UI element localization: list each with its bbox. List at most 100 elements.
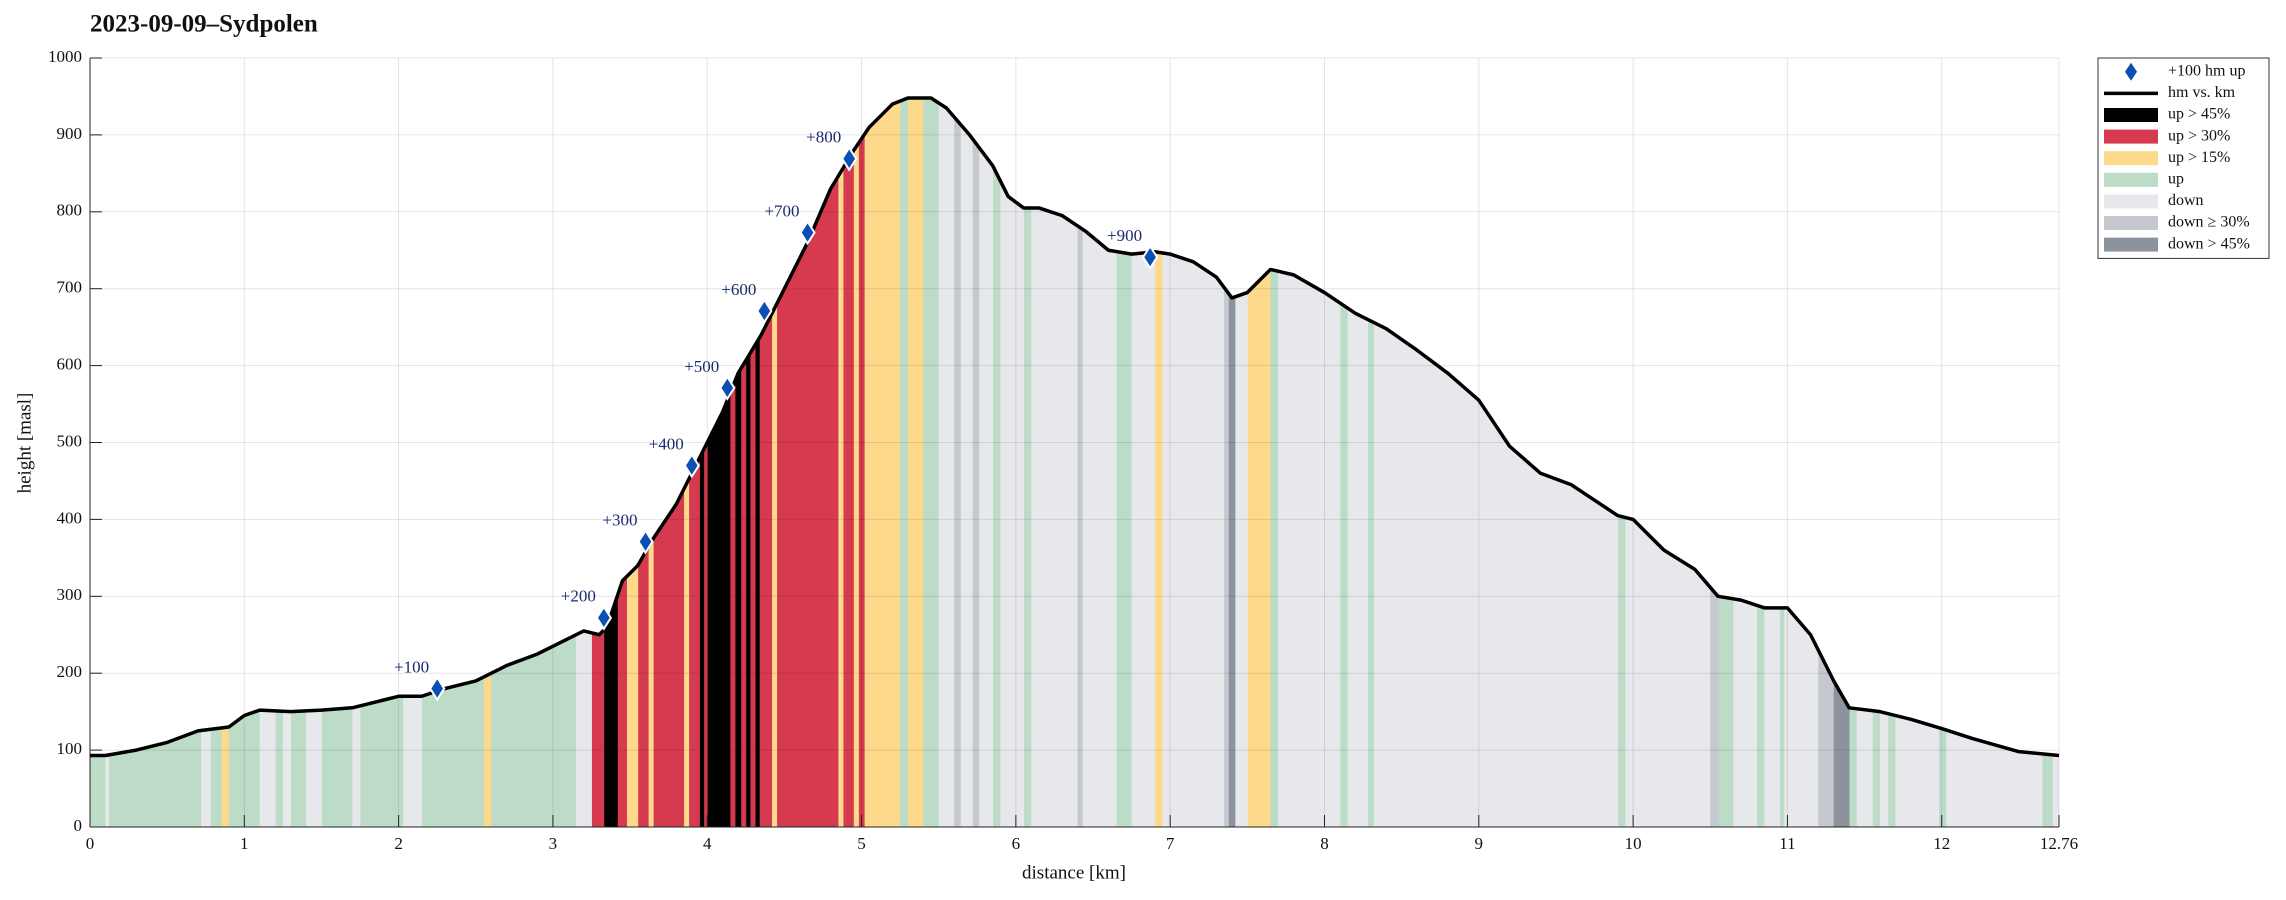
y-tick-label: 0	[74, 816, 83, 835]
ascent-label: +200	[561, 587, 596, 606]
y-tick-label: 600	[57, 355, 83, 374]
legend-symbol	[2104, 151, 2158, 166]
ascent-marker	[429, 675, 446, 702]
y-axis-label: height [masl]	[14, 393, 35, 494]
gradient-band	[730, 97, 736, 827]
legend-label: hm vs. km	[2168, 84, 2236, 101]
gradient-band	[750, 97, 756, 827]
gradient-band	[907, 97, 924, 827]
x-tick-label: 12	[1933, 834, 1950, 853]
x-axis-label: distance [km]	[1022, 862, 1126, 883]
gradient-band	[1228, 97, 1236, 827]
x-tick-label: 9	[1475, 834, 1484, 853]
y-tick-label: 100	[57, 739, 83, 758]
gradient-band	[704, 97, 708, 827]
y-tick-label: 1000	[48, 47, 82, 66]
x-tick-label: 6	[1012, 834, 1021, 853]
gradient-band	[838, 97, 844, 827]
ascent-marker	[756, 298, 773, 324]
x-tick-label: 0	[86, 834, 95, 853]
gradient-band	[1116, 97, 1132, 827]
ascent-marker	[841, 145, 858, 172]
legend-label: up > 15%	[2168, 149, 2230, 166]
gradient-band	[1023, 97, 1032, 827]
legend-symbol	[2104, 172, 2158, 187]
legend-symbol	[2104, 216, 2158, 230]
gradient-band	[900, 97, 909, 827]
ascent-marker	[637, 528, 654, 555]
legend-label: up > 30%	[2168, 127, 2230, 144]
ascent-label: +900	[1107, 226, 1142, 245]
y-tick-label: 300	[57, 585, 83, 604]
legend-label: +100 hm up	[2168, 62, 2245, 79]
y-tick-label: 400	[57, 508, 83, 527]
gradient-band	[1000, 97, 1024, 827]
y-tick-label: 200	[57, 662, 83, 681]
ascent-label: +100	[394, 657, 429, 676]
y-tick-label: 500	[57, 431, 83, 450]
gradient-band	[864, 97, 901, 827]
x-tick-label: 5	[857, 834, 866, 853]
gradient-band	[1131, 97, 1156, 827]
ascent-label: +300	[602, 511, 637, 530]
gradient-band	[741, 97, 747, 827]
gradient-band	[1077, 97, 1083, 827]
y-tick-label: 700	[57, 278, 83, 297]
x-tick-label: 12.76	[2040, 834, 2078, 853]
legend-symbol	[2125, 62, 2137, 81]
legend-symbol	[2104, 194, 2158, 209]
gradient-band	[745, 97, 751, 827]
gradient-band	[1154, 97, 1163, 827]
gradient-band	[972, 97, 980, 827]
gradient-band	[858, 97, 866, 827]
gradient-band	[755, 97, 761, 827]
ascent-label: +800	[806, 128, 841, 147]
ascent-label: +700	[764, 201, 799, 220]
x-tick-label: 7	[1166, 834, 1175, 853]
legend-symbol	[2104, 237, 2158, 252]
gradient-band	[843, 97, 855, 827]
foreground: 0 1 2 3 4 5 6 7 8 9 10 11 12 12.760100200300400500600…	[48, 47, 2078, 853]
gradient-band	[954, 97, 961, 827]
x-tick-label: 4	[703, 834, 712, 853]
y-tick-label: 900	[57, 124, 83, 143]
gradient-band	[1224, 97, 1230, 827]
x-tick-label: 11	[1779, 834, 1795, 853]
x-tick-label: 8	[1320, 834, 1329, 853]
ascent-label: +400	[649, 434, 684, 453]
ascent-marker	[719, 375, 736, 401]
gradient-band	[772, 97, 778, 827]
legend-symbol	[2104, 108, 2158, 122]
ascent-marker	[799, 219, 816, 246]
gradient-band	[853, 97, 859, 827]
gradient-band	[938, 97, 955, 827]
gradient-band	[1339, 97, 1349, 827]
ascent-marker	[683, 452, 700, 479]
x-tick-label: 1	[240, 834, 249, 853]
x-tick-label: 3	[549, 834, 558, 853]
legend-label: down > 45%	[2168, 235, 2250, 252]
legend: +100 hm up hm vs. km up > 45% up > 30% up > …	[2097, 57, 2270, 259]
x-tick-label: 2	[394, 834, 403, 853]
gradient-band	[699, 97, 705, 827]
x-tick-label: 10	[1625, 834, 1642, 853]
gradient-band	[1270, 97, 1279, 827]
chart-title: 2023-09-09–Sydpolen	[90, 11, 318, 38]
gradient-band	[992, 97, 1001, 827]
gradient-band	[923, 97, 940, 827]
gradient-band	[960, 97, 974, 827]
ascent-label: +500	[684, 357, 719, 376]
legend-label: down ≥ 30%	[2168, 214, 2250, 231]
ascent-marker	[595, 604, 613, 631]
legend-symbol	[2104, 129, 2158, 144]
ascent-marker	[1141, 244, 1159, 271]
legend-label: up > 45%	[2168, 106, 2230, 123]
gradient-band	[978, 97, 994, 827]
y-tick-label: 800	[57, 201, 83, 220]
ascent-label: +600	[721, 280, 756, 299]
gradient-band	[735, 97, 742, 827]
legend-label: up	[2168, 170, 2184, 187]
gradient-band	[1367, 97, 1375, 827]
legend-label: down	[2168, 192, 2204, 209]
